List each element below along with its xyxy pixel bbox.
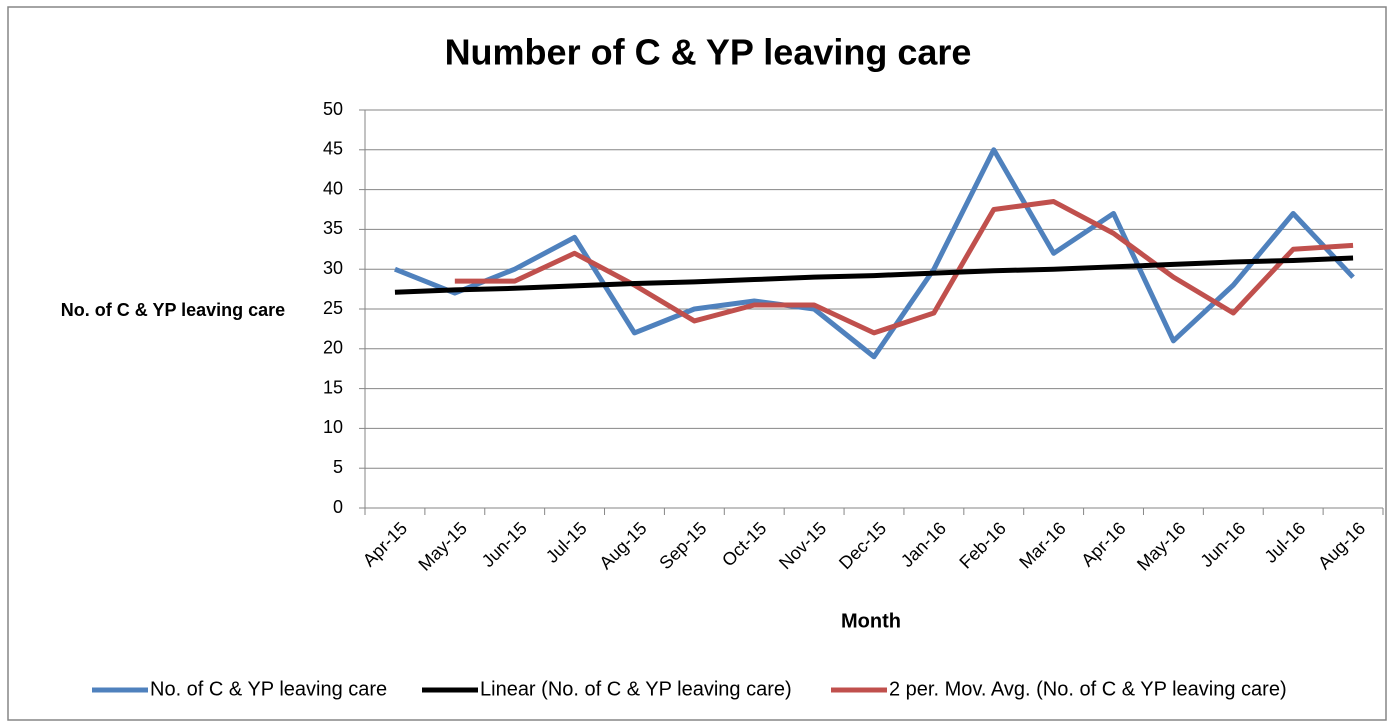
y-tick-label: 25 [323,298,343,318]
y-tick-label: 10 [323,417,343,437]
y-tick-label: 45 [323,139,343,159]
x-axis-label: Month [841,610,901,632]
chart-frame [7,6,1387,721]
series-line [454,199,1354,336]
y-axis-label: No. of C & YP leaving care [61,300,285,320]
y-tick-label: 20 [323,338,343,358]
y-tick-label: 40 [323,178,343,198]
series-line [394,255,1354,295]
y-tick-label: 50 [323,99,343,119]
y-tick-label: 0 [333,497,343,517]
y-tick-label: 35 [323,218,343,238]
series-line [394,147,1355,360]
legend-label: Linear (No. of C & YP leaving care) [480,678,792,700]
y-tick-label: 15 [323,377,343,397]
y-tick-label: 30 [323,258,343,278]
chart-title: Number of C & YP leaving care [445,32,972,73]
legend-label: 2 per. Mov. Avg. (No. of C & YP leaving … [889,678,1287,700]
y-tick-label: 5 [333,457,343,477]
legend-label: No. of C & YP leaving care [150,678,387,700]
